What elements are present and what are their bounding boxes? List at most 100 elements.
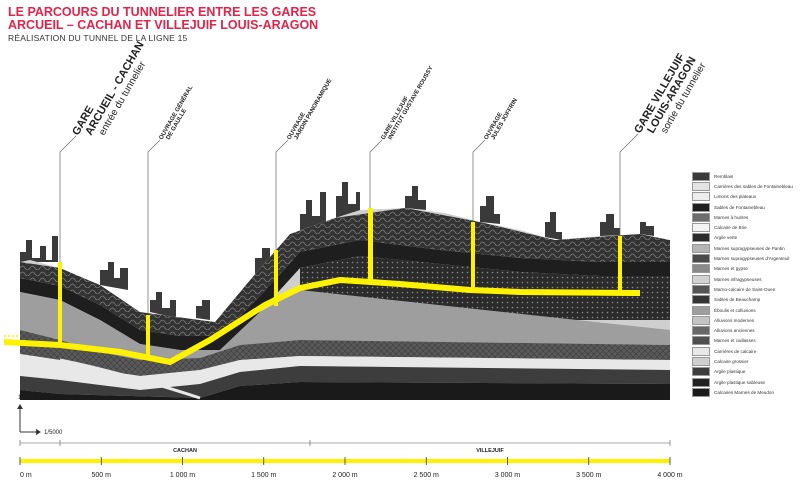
diagram-subtitle: RÉALISATION DU TUNNEL DE LA LIGNE 15 [8,33,188,43]
commune-cachan: CACHAN [173,448,197,454]
legend-item: Alluvions anciennes [692,325,796,336]
legend-label: Marnes infragypseuses [714,276,762,282]
legend-swatch [692,254,710,264]
legend-label: Alluvions modernes [714,317,755,323]
legend-item: Marno-calcaire de Saint-Ouen [692,284,796,294]
legend-item: Argile verte [692,233,796,243]
ouvrage-2-line2: JARDIN PANORAMIQUE [294,78,334,141]
legend-item: Calcaires Marnes de Meudon [692,387,796,397]
shaft-jules-joffrin [471,222,475,290]
legend-swatch [692,326,710,336]
distance-tick-label: 4 000 m [657,472,682,479]
title-line-1: LE PARCOURS DU TUNNELIER ENTRE LES GARES [8,5,317,19]
legend-item: Sables de Beauchamp [692,295,796,305]
distance-tick-label: 500 m [92,472,112,479]
legend-swatch [692,356,710,366]
ouvrage-3-line2: INSTITUT GUSTAVE ROUSSY [388,65,435,141]
building-skyline [20,182,654,320]
distance-tick-label: 1 500 m [251,472,276,479]
legend-label: Carrières des sables de Fontainebleau [714,183,793,189]
legend-swatch [692,192,710,202]
horizontal-scale-label: 1/5000 [44,430,63,436]
legend-label: Marno-calcaire de Saint-Ouen [714,286,776,292]
legend-swatch [692,274,710,284]
legend-label: Calcaires Marnes de Meudon [714,389,775,395]
legend-swatch [692,346,710,356]
legend-label: Argile plastique [714,369,746,375]
legend-label: Sables de Beauchamp [714,297,761,303]
legend-item: Marnes et caillasses [692,336,796,346]
geology-legend: Remblais Carrières des sables de Fontaine… [692,171,796,398]
legend-label: Calcaire de Brie [714,225,747,231]
commune-villejuif: VILLEJUIF [476,448,504,454]
distance-tick-label: 2 500 m [414,472,439,479]
legend-item: Marnes infragypseuses [692,274,796,284]
legend-item: Argile plastique [692,367,796,377]
legend-item: Marnes et gypse [692,264,796,274]
legend-item: Sables de Fontainebleau [692,202,796,212]
legend-label: Marnes à huitres [714,214,749,220]
legend-label: Limons des plateaux [714,194,757,200]
distance-tick-label: 0 m [20,472,32,479]
legend-swatch [692,377,710,387]
distance-tick-label: 1 000 m [170,472,195,479]
legend-label: Marnes et gypse [714,266,748,272]
legend-item: Calcaire grossier [692,356,796,366]
distance-tick-label: 3 500 m [576,472,601,479]
legend-item: Calcaire de Brie [692,222,796,233]
legend-item: Éboulis et colluvions [692,305,796,315]
legend-item: Remblais [692,171,796,181]
shaft-institut-gustave-roussy [368,208,373,284]
legend-item: Carrières des sables de Fontainebleau [692,181,796,191]
commune-bar: CACHAN VILLEJUIF [19,440,671,454]
legend-label: Marnes supragypseuses de Pantin [714,245,785,251]
legend-swatch [692,223,710,233]
distance-tick-label: 2 000 m [332,472,357,479]
legend-label: Sables de Fontainebleau [714,204,765,210]
tunnel-path [3,276,640,366]
legend-swatch [692,305,710,315]
legend-label: Marnes supragypseuses d'Argenteuil [714,256,790,262]
legend-item: Marnes supragypseuses d'Argenteuil [692,253,796,264]
legend-swatch [692,202,710,212]
legend-swatch [692,284,710,294]
legend-swatch [692,181,710,191]
legend-label: Calcaire grossier [714,358,749,364]
title-line-2: ARCUEIL – CACHAN ET VILLEJUIF LOUIS-ARAG… [8,18,319,32]
scale-indicator: 1/500 1/5000 [17,395,63,436]
shafts [58,208,622,357]
legend-swatch [692,367,710,377]
vertical-scale-label: 1/500 [18,395,34,401]
legend-swatch [692,336,710,346]
legend-label: Remblais [714,173,734,179]
legend-item: Limons des plateaux [692,192,796,202]
legend-label: Éboulis et colluvions [714,307,756,313]
shaft-louis-aragon [618,236,622,294]
shaft-arcueil-cachan [58,262,62,346]
legend-item: Carrières de calcaire [692,346,796,356]
shaft-general-de-gaulle [146,315,150,357]
legend-label: Alluvions anciennes [714,328,755,334]
legend-swatch [692,315,710,325]
shaft-jardin-panoramique [274,250,278,306]
legend-item: Marnes à huitres [692,212,796,222]
legend-swatch [692,295,710,305]
legend-swatch [692,243,710,253]
legend-item: Alluvions modernes [692,315,796,325]
distance-axis: 0 m 500 m 1 000 m 1 500 m 2 000 m 2 500 m 3 00… [19,457,683,479]
legend-label: Argile plastique sableuse [714,379,766,385]
legend-item: Argile plastique sableuse [692,377,796,387]
legend-label: Marnes et caillasses [714,338,756,344]
leader-lines [59,133,639,315]
legend-swatch [692,264,710,274]
diagram-title: LE PARCOURS DU TUNNELIER ENTRE LES GARES… [8,6,318,32]
legend-swatch [692,212,710,222]
legend-swatch [692,171,710,181]
legend-item: Marnes supragypseuses de Pantin [692,243,796,253]
legend-label: Carrières de calcaire [714,348,757,354]
legend-swatch [692,387,710,397]
legend-swatch [692,233,710,243]
legend-label: Argile verte [714,235,738,241]
distance-tick-label: 3 000 m [495,472,520,479]
